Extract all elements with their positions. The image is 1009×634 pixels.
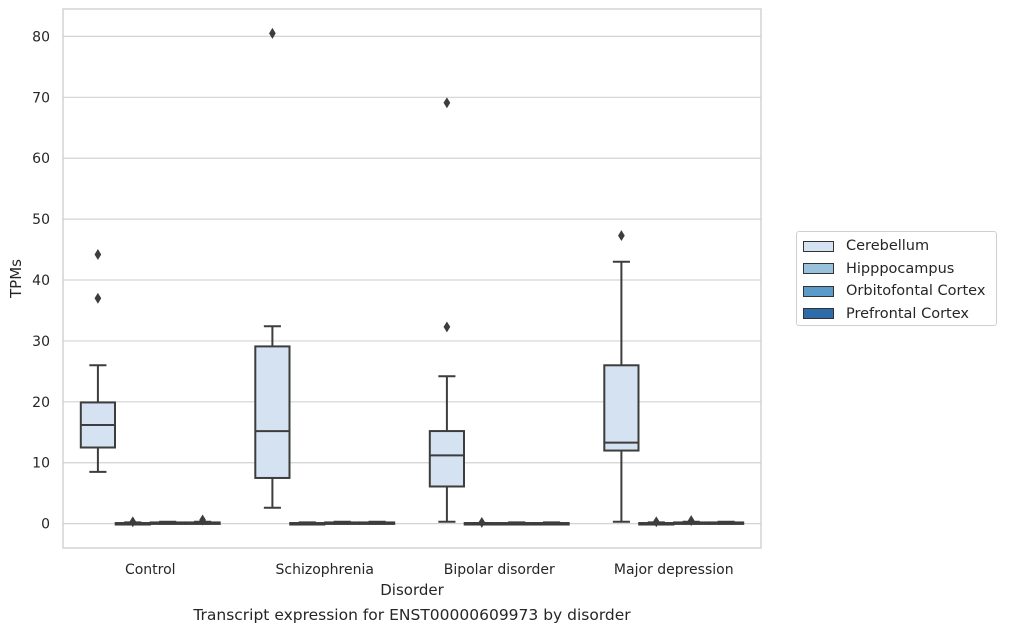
outlier-point <box>478 516 486 528</box>
legend-item: Cerebellum <box>803 235 996 258</box>
y-tick-label: 30 <box>32 334 50 350</box>
y-axis-label: TPMs <box>7 259 25 299</box>
box-3-0 <box>603 230 640 523</box>
outlier-point <box>652 516 660 528</box>
legend-label: Cerebellum <box>846 238 930 255</box>
y-tick-label: 0 <box>41 517 50 533</box>
legend-swatch <box>803 308 834 320</box>
outlier-point <box>199 514 206 526</box>
box-1-3 <box>358 520 396 525</box>
chart-caption: Transcript expression for ENST0000060997… <box>193 606 631 624</box>
box-body <box>428 430 466 488</box>
legend-label: Prefrontal Cortex <box>846 305 969 322</box>
box-2-3 <box>533 521 570 526</box>
box-0-1 <box>114 516 151 528</box>
box-plots <box>79 27 745 528</box>
x-axis-label: Disorder <box>380 581 444 599</box>
legend: Cerebellum Hipppocampus Orbitofontal Cor… <box>796 231 997 326</box>
x-tick-label: Major depression <box>614 562 734 578</box>
legend-label: Orbitofontal Cortex <box>846 283 986 300</box>
box-0-3 <box>184 514 221 526</box>
box-0-2 <box>149 520 186 525</box>
y-tick-label: 40 <box>32 273 50 289</box>
x-tick-label: Bipolar disorder <box>444 562 555 578</box>
y-tick-label: 70 <box>32 90 50 106</box>
outlier-point <box>443 321 451 333</box>
outlier-point <box>129 516 137 528</box>
outlier-point <box>269 27 276 39</box>
legend-swatch <box>803 240 834 252</box>
outlier-point <box>94 248 102 260</box>
box-2-2 <box>498 521 535 526</box>
y-tick-label: 80 <box>32 29 50 45</box>
legend-item: Prefrontal Cortex <box>803 303 996 326</box>
box-2-1 <box>463 516 500 528</box>
outlier-point <box>94 292 102 304</box>
x-tick-label: Control <box>125 562 176 578</box>
box-0-0 <box>79 248 117 473</box>
gridlines <box>63 35 761 525</box>
box-1-2 <box>324 520 361 525</box>
outlier-point <box>618 230 625 242</box>
legend-swatch <box>803 263 834 275</box>
box-body <box>603 364 640 452</box>
box-1-1 <box>289 521 326 526</box>
box-3-1 <box>638 516 675 528</box>
box-2-0 <box>428 97 466 523</box>
y-tick-label: 10 <box>32 456 50 472</box>
box-body <box>254 345 291 479</box>
legend-item: Hipppocampus <box>803 258 996 281</box>
y-tick-label: 50 <box>32 212 50 228</box>
box-1-0 <box>254 27 291 509</box>
box-3-3 <box>707 520 745 525</box>
plot-frame <box>62 8 762 549</box>
box-3-2 <box>673 515 710 527</box>
legend-item: Orbitofontal Cortex <box>803 280 996 303</box>
legend-swatch <box>803 285 834 297</box>
y-tick-label: 60 <box>32 151 50 167</box>
outlier-point <box>443 97 451 109</box>
x-tick-label: Schizophrenia <box>276 562 374 578</box>
tick-labels: 0 10 20 30 40 50 60 70 80 Control Schizophrenia Bip… <box>32 29 733 578</box>
outlier-point <box>687 515 695 527</box>
y-tick-label: 20 <box>32 395 50 411</box>
legend-label: Hipppocampus <box>846 260 955 277</box>
